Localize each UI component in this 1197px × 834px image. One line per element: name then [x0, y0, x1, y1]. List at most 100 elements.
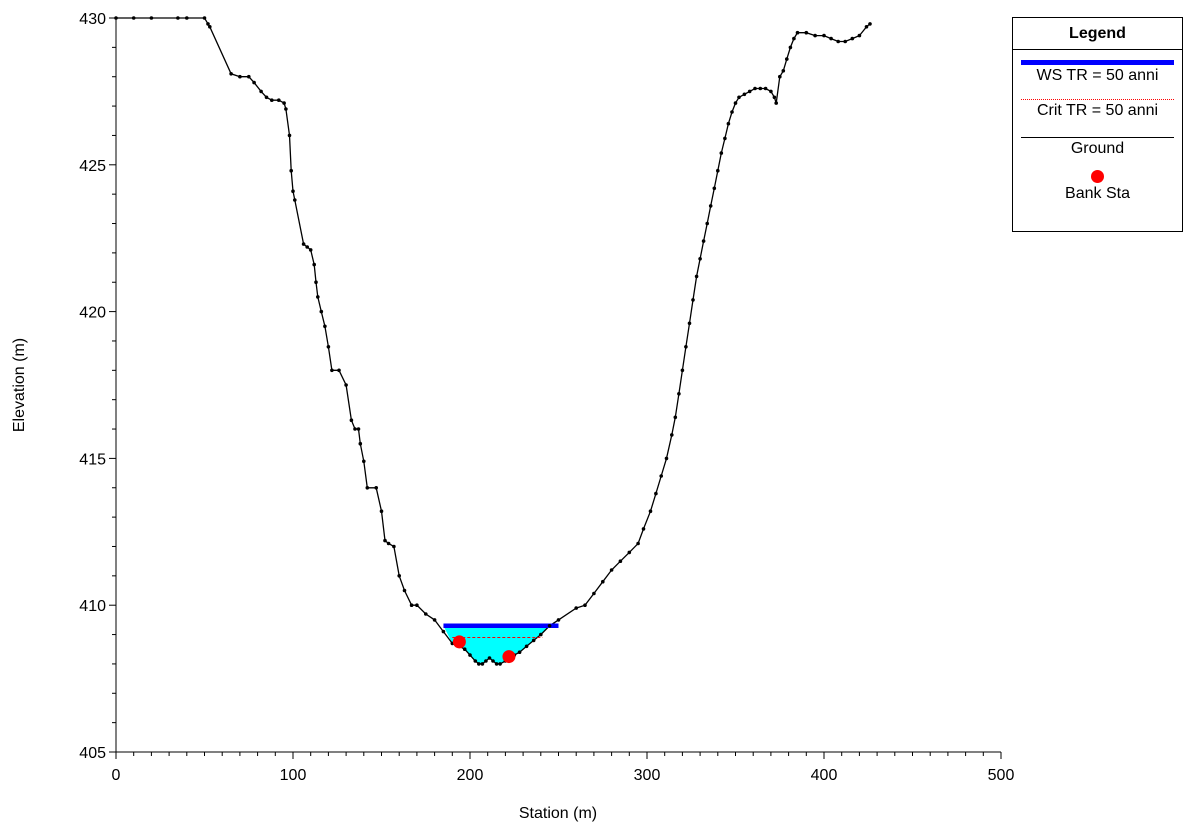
ground-point-90: [684, 345, 688, 349]
ground-point-60: [487, 656, 492, 660]
ground-point-46: [402, 588, 407, 593]
ground-point-116: [785, 57, 789, 61]
ground-point-125: [843, 39, 847, 44]
ground-point-58: [480, 662, 485, 666]
ground-point-24: [308, 248, 313, 252]
ground-point-10: [247, 74, 251, 79]
ground-point-26: [314, 280, 318, 285]
ground-point-57: [477, 662, 481, 666]
ground-point-91: [687, 321, 692, 326]
ground-point-79: [627, 550, 632, 555]
ground-line: [116, 17, 871, 665]
ground-point-93: [694, 274, 699, 279]
ground-point-55: [468, 653, 472, 657]
ground-point-72: [556, 618, 561, 622]
ground-point-38: [362, 459, 366, 464]
ground-point-119: [795, 30, 800, 35]
ground-point-47: [409, 603, 414, 607]
ground-point-95: [701, 239, 706, 243]
axes-layer: [115, 18, 1001, 753]
x-tick-label-0: 0: [112, 767, 121, 784]
ground-point-36: [356, 427, 361, 431]
ground-point-54: [462, 647, 467, 651]
ground-point-35: [353, 427, 357, 431]
ground-point-110: [763, 86, 768, 91]
ground-point-113: [774, 101, 778, 105]
water-area-fill: [443, 625, 559, 664]
legend-label-ws: WS TR = 50 anni: [1036, 67, 1159, 84]
ground-point-17: [284, 107, 288, 111]
ground-point-74: [583, 603, 587, 607]
ground-point-20: [291, 189, 295, 193]
ground-point-63: [498, 662, 502, 666]
ground-point-100: [719, 151, 724, 155]
ground-point-22: [301, 242, 306, 246]
bank-station-point-1: [502, 650, 516, 664]
x-tick-label-500: 500: [988, 767, 1015, 784]
ground-point-86: [670, 433, 674, 437]
series-lines-layer: [116, 17, 871, 665]
ground-point-101: [723, 136, 727, 141]
ground-point-68: [524, 644, 529, 649]
ground-point-88: [677, 392, 681, 396]
ground-point-111: [769, 89, 773, 94]
marker-layer: [114, 16, 872, 666]
ground-point-117: [788, 45, 793, 50]
legend-item-ground: Ground: [1013, 126, 1182, 164]
y-tick-label-405: 405: [79, 745, 106, 762]
ground-point-85: [664, 456, 669, 461]
ground-point-3: [176, 16, 180, 20]
ground-point-12: [259, 89, 263, 94]
legend-swatch-bank: [1091, 170, 1104, 183]
ground-point-108: [753, 86, 757, 91]
legend-item-ws: WS TR = 50 anni: [1013, 50, 1182, 88]
ground-point-75: [592, 591, 596, 596]
ground-point-124: [836, 39, 840, 44]
ground-point-8: [229, 72, 233, 76]
ground-point-29: [323, 324, 327, 329]
ground-point-49: [424, 612, 428, 616]
ground-point-11: [252, 80, 256, 85]
ground-point-13: [264, 95, 269, 100]
legend-label-ground: Ground: [1070, 140, 1125, 157]
ground-point-69: [531, 638, 536, 643]
ground-point-126: [850, 36, 855, 41]
bank-station-point-0: [452, 635, 466, 649]
legend-swatch-crit: [1021, 99, 1174, 100]
ground-point-9: [238, 74, 242, 79]
ground-point-83: [654, 491, 658, 496]
ground-point-123: [829, 36, 833, 41]
ground-point-15: [277, 98, 281, 102]
ground-point-109: [758, 86, 763, 91]
ground-point-19: [289, 168, 294, 173]
ground-point-114: [778, 74, 782, 79]
ground-point-50: [432, 618, 437, 622]
ground-point-43: [386, 541, 391, 546]
ground-point-62: [494, 662, 499, 666]
y-tick-label-425: 425: [79, 158, 106, 175]
y-tick-label-430: 430: [79, 11, 106, 28]
ground-point-34: [349, 418, 354, 423]
ground-point-115: [781, 69, 786, 73]
water-fill-layer: [443, 625, 559, 664]
ground-point-92: [691, 298, 695, 302]
ground-point-41: [379, 509, 384, 513]
ground-point-30: [326, 345, 331, 349]
legend-item-crit: Crit TR = 50 anni: [1013, 88, 1182, 126]
ground-point-104: [733, 101, 738, 105]
ground-point-94: [698, 257, 702, 261]
y-tick-label-410: 410: [79, 598, 106, 615]
ground-point-21: [293, 198, 297, 202]
y-tick-label-415: 415: [79, 451, 106, 468]
ground-point-44: [392, 544, 396, 549]
x-tick-label-400: 400: [811, 767, 838, 784]
ground-point-16: [282, 101, 286, 105]
ground-point-45: [397, 574, 402, 578]
ground-point-4: [185, 16, 189, 20]
ground-point-87: [673, 415, 678, 420]
ground-point-121: [813, 33, 817, 38]
ground-point-23: [305, 245, 310, 249]
ground-point-71: [547, 624, 552, 628]
ground-point-129: [868, 22, 872, 26]
